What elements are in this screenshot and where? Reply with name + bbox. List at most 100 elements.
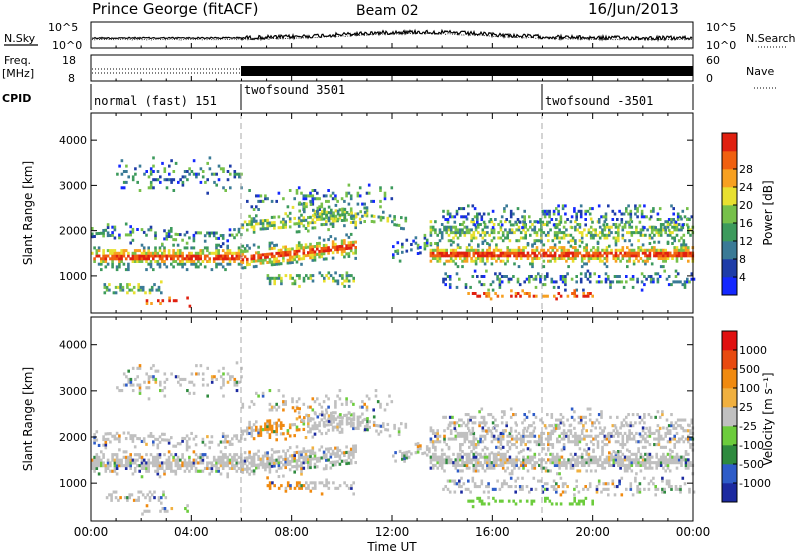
data-cell bbox=[115, 455, 119, 459]
data-cell bbox=[474, 259, 478, 263]
data-cell bbox=[233, 434, 236, 438]
data-cell bbox=[555, 482, 558, 486]
data-cell bbox=[176, 262, 180, 266]
data-cell bbox=[434, 228, 437, 232]
data-cell bbox=[508, 434, 512, 438]
data-cell bbox=[513, 262, 516, 266]
data-cell bbox=[535, 248, 539, 252]
data-cell bbox=[275, 461, 278, 465]
data-cell bbox=[564, 283, 567, 287]
data-cell bbox=[650, 236, 654, 240]
data-cell bbox=[532, 476, 536, 480]
data-cell bbox=[119, 283, 122, 287]
data-cell bbox=[277, 389, 281, 393]
data-cell bbox=[185, 466, 189, 470]
data-cell bbox=[192, 172, 196, 176]
power-data bbox=[91, 156, 696, 308]
data-cell bbox=[584, 496, 588, 500]
data-cell bbox=[504, 455, 507, 459]
data-cell bbox=[334, 454, 337, 458]
data-cell bbox=[217, 257, 220, 261]
data-cell bbox=[145, 254, 148, 258]
data-cell bbox=[298, 486, 301, 490]
data-cell bbox=[246, 263, 249, 267]
data-cell bbox=[517, 254, 521, 258]
data-cell bbox=[365, 206, 369, 210]
data-cell bbox=[124, 233, 128, 237]
data-cell bbox=[307, 486, 310, 490]
data-cell bbox=[181, 251, 184, 255]
data-cell bbox=[334, 248, 337, 252]
data-cell bbox=[270, 464, 274, 468]
data-cell bbox=[564, 280, 567, 284]
data-cell bbox=[307, 416, 310, 420]
data-cell bbox=[483, 239, 487, 243]
data-cell bbox=[221, 432, 225, 436]
data-cell bbox=[619, 450, 622, 454]
data-cell bbox=[334, 194, 337, 198]
data-cell bbox=[506, 443, 509, 447]
data-cell bbox=[309, 452, 312, 456]
data-cell bbox=[481, 254, 485, 258]
data-cell bbox=[569, 431, 573, 435]
data-cell bbox=[404, 216, 408, 220]
data-cell bbox=[300, 418, 304, 422]
data-cell bbox=[297, 241, 301, 245]
data-cell bbox=[215, 469, 218, 473]
data-cell bbox=[558, 440, 561, 444]
data-cell bbox=[542, 265, 546, 269]
data-cell bbox=[157, 496, 161, 500]
data-cell bbox=[626, 251, 629, 255]
data-cell bbox=[619, 431, 622, 435]
data-cell bbox=[309, 449, 312, 453]
data-cell bbox=[152, 364, 155, 368]
data-cell bbox=[671, 231, 674, 235]
data-cell bbox=[538, 434, 541, 438]
data-cell bbox=[352, 243, 355, 247]
data-cell bbox=[515, 248, 518, 252]
data-cell bbox=[320, 205, 324, 209]
data-cell bbox=[379, 186, 382, 190]
data-cell bbox=[150, 288, 154, 292]
data-cell bbox=[686, 218, 689, 221]
data-cell bbox=[556, 440, 559, 444]
data-cell bbox=[510, 248, 514, 252]
data-cell bbox=[322, 217, 326, 221]
data-cell bbox=[273, 223, 276, 227]
colorbar-tick-label: 12 bbox=[739, 235, 753, 248]
data-cell bbox=[515, 463, 518, 467]
data-cell bbox=[314, 412, 317, 416]
data-cell bbox=[584, 218, 587, 221]
data-cell bbox=[562, 461, 566, 465]
data-cell bbox=[684, 450, 688, 454]
data-cell bbox=[610, 251, 613, 255]
data-cell bbox=[634, 204, 637, 208]
data-cell bbox=[452, 254, 455, 258]
data-cell bbox=[622, 285, 626, 289]
data-cell bbox=[662, 426, 665, 430]
data-cell bbox=[257, 253, 260, 257]
data-cell bbox=[167, 466, 171, 470]
data-cell bbox=[459, 455, 462, 459]
data-cell bbox=[349, 447, 353, 451]
data-cell bbox=[270, 199, 274, 203]
data-cell bbox=[350, 423, 353, 427]
data-cell bbox=[291, 258, 294, 262]
data-cell bbox=[453, 426, 457, 430]
data-cell bbox=[576, 248, 579, 252]
data-cell bbox=[689, 445, 692, 449]
data-cell bbox=[327, 251, 330, 255]
data-cell bbox=[638, 482, 642, 486]
data-cell bbox=[138, 464, 141, 468]
data-cell bbox=[147, 375, 151, 379]
data-cell bbox=[461, 434, 464, 438]
data-cell bbox=[233, 170, 237, 173]
data-cell bbox=[452, 225, 455, 229]
data-cell bbox=[490, 231, 494, 235]
data-cell bbox=[304, 254, 308, 258]
data-cell bbox=[452, 259, 455, 263]
data-cell bbox=[687, 228, 690, 232]
data-cell bbox=[443, 228, 446, 232]
data-cell bbox=[544, 251, 548, 255]
data-cell bbox=[608, 225, 611, 229]
